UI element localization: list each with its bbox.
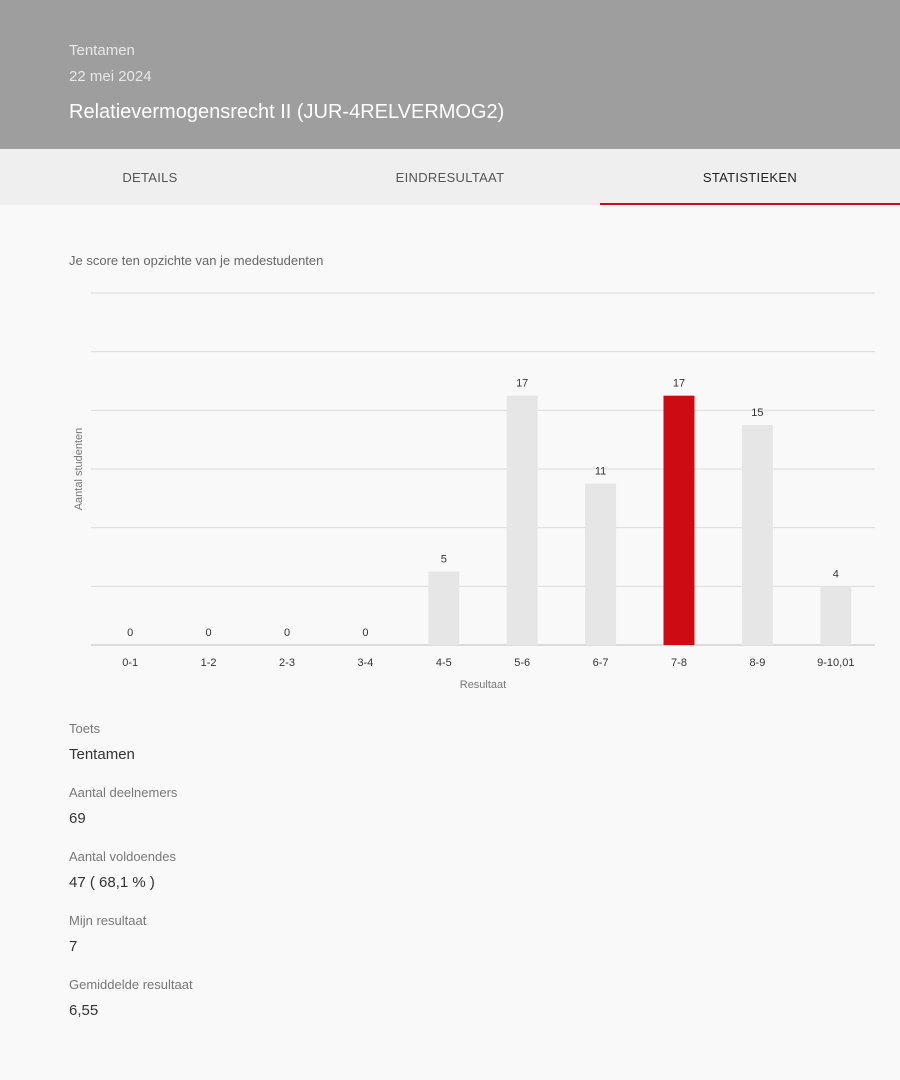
bar-value-label: 0 [362,627,368,639]
x-tick-label: 9-10,01 [817,657,854,669]
page-header: Tentamen 22 mei 2024 Relatievermogensrec… [0,0,900,149]
bar-value-label: 0 [284,627,290,639]
bar-value-label: 17 [516,378,528,390]
bar-value-label: 11 [595,466,606,478]
x-tick-label: 3-4 [357,657,373,669]
x-tick-label: 1-2 [201,657,217,669]
bar-value-label: 15 [751,407,763,419]
chart-bar [741,425,773,645]
chart-caption: Je score ten opzichte van je medestudent… [69,253,324,268]
stat-label: Toets [69,721,101,736]
chart-bar [820,586,852,645]
stat-aantal-voldoendes: Aantal voldoendes 47 ( 68,1 % ) [69,848,849,894]
page-title: Relatievermogensrecht II (JUR-4RELVERMOG… [69,101,505,123]
tab-details[interactable]: DETAILS [0,149,300,205]
chart-bar [663,395,695,645]
stat-gemiddelde-resultaat: Gemiddelde resultaat 6,55 [69,976,849,1022]
tab-bar: DETAILS EINDRESULTAAT STATISTIEKEN [0,149,900,205]
tab-eindresultaat[interactable]: EINDRESULTAAT [300,149,600,205]
exam-type: Tentamen [69,42,135,59]
stat-label: Mijn resultaat [69,913,147,928]
chart-bar [585,483,617,645]
stat-label: Aantal deelnemers [69,785,178,800]
chart-bar [428,571,460,645]
chart-svg: 0 0-1 0 1-2 0 2-3 0 3-4 5 4-5 17 5-6 11 6-7 17 7-8 15 8-9… [73,292,875,691]
score-distribution-chart: 0 0-1 0 1-2 0 2-3 0 3-4 5 4-5 17 5-6 11 6-7 17 7-8 15 8-9… [0,285,900,705]
stat-value: 47 ( 68,1 % ) [69,874,155,891]
stat-toets: Toets Tentamen [69,720,849,766]
x-axis-label: Resultaat [460,679,506,691]
bar-value-label: 4 [833,568,839,580]
tab-details-label: DETAILS [122,169,178,185]
bar-value-label: 5 [441,554,447,566]
x-tick-label: 5-6 [514,657,530,669]
bar-value-label: 0 [127,627,133,639]
chart-bar [506,395,538,645]
bar-value-label: 17 [673,378,685,390]
tab-statistieken[interactable]: STATISTIEKEN [600,149,900,205]
bar-value-label: 0 [206,627,212,639]
x-tick-label: 6-7 [593,657,609,669]
stat-value: 7 [69,938,78,955]
y-axis-label: Aantal studenten [73,428,85,511]
x-tick-label: 4-5 [436,657,452,669]
stat-mijn-resultaat: Mijn resultaat 7 [69,912,849,958]
stat-label: Aantal voldoendes [69,849,176,864]
tab-eindresultaat-label: EINDRESULTAAT [395,169,505,185]
exam-date: 22 mei 2024 [69,68,152,85]
x-tick-label: 8-9 [749,657,765,669]
x-tick-label: 7-8 [671,657,687,669]
stat-value: Tentamen [69,746,135,763]
stat-value: 6,55 [69,1002,99,1019]
stat-aantal-deelnemers: Aantal deelnemers 69 [69,784,849,830]
stat-value: 69 [69,810,86,827]
x-tick-label: 0-1 [122,657,138,669]
x-tick-label: 2-3 [279,657,295,669]
tab-statistieken-label: STATISTIEKEN [702,169,798,185]
stat-label: Gemiddelde resultaat [69,977,193,992]
stats-list: Toets Tentamen Aantal deelnemers 69 Aant… [69,720,849,1040]
